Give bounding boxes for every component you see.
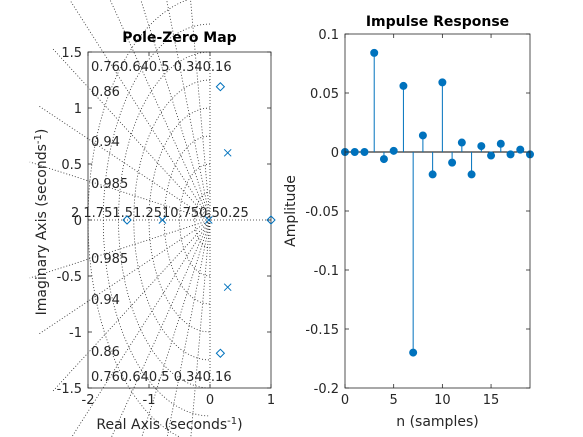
stem-marker <box>418 131 427 140</box>
damping-grid-line <box>141 219 211 437</box>
damping-grid-line <box>52 219 211 392</box>
stem-marker <box>467 170 476 179</box>
x-tick-label: 5 <box>390 393 398 408</box>
x-tick-label: 0 <box>341 393 349 408</box>
y-tick-label: 0 <box>74 214 82 229</box>
y-tick-label: 1.5 <box>61 46 82 61</box>
y-tick-label: 0.05 <box>310 87 339 102</box>
stem-marker <box>457 138 466 147</box>
damping-grid-line <box>109 0 211 221</box>
damping-label: 0.86 <box>91 85 120 100</box>
frequency-grid-arc <box>194 191 210 249</box>
stem-marker <box>389 146 398 155</box>
pole-marker <box>223 283 232 292</box>
pz-x-axis-label: Real Axis (seconds-1) <box>96 416 242 434</box>
zero-marker <box>215 82 226 92</box>
y-tick-label: -0.1 <box>314 264 339 279</box>
pole-stroke <box>223 148 232 157</box>
y-tick-label: -0.05 <box>305 205 339 220</box>
pole-marker <box>204 216 213 224</box>
stem-marker <box>448 158 457 167</box>
stem-marker <box>428 170 437 179</box>
stem-marker <box>360 148 369 156</box>
y-tick-label: -0.5 <box>57 270 82 285</box>
stem-marker <box>379 155 388 164</box>
impulse-axes-box <box>344 33 531 389</box>
damping-labels-top: 0.760.640.5 0.340.16 <box>91 60 232 75</box>
stem-marker <box>350 148 359 156</box>
damping-labels-bottom: 0.760.640.5 0.340.16 <box>91 370 232 385</box>
y-tick-label: -0.2 <box>314 382 339 397</box>
impulse-y-axis-label: Amplitude <box>283 175 299 247</box>
stem-marker <box>438 78 447 87</box>
damping-label: 0.86 <box>91 345 120 360</box>
x-tick-label: 1 <box>267 393 275 408</box>
y-tick-label: 1 <box>74 102 82 117</box>
pole-stroke <box>158 216 167 224</box>
damping-label: 0.985 <box>91 177 128 192</box>
frequency-grid-arc <box>133 79 211 361</box>
y-tick-label: -1 <box>69 326 82 341</box>
x-tick-label: 0 <box>206 393 214 408</box>
pz-y-axis-label: Imaginary Axis (seconds-1) <box>33 129 51 316</box>
y-tick-label: 0.1 <box>318 28 339 43</box>
pole-marker <box>158 216 167 224</box>
pole-zero-title: Pole-Zero Map <box>122 30 236 46</box>
frequency-grid-arc <box>179 163 211 277</box>
x-tick-label: 15 <box>483 393 500 408</box>
impulse-x-axis-label: n (samples) <box>396 414 478 430</box>
pole-stroke <box>223 283 232 292</box>
damping-label: 0.94 <box>91 293 120 308</box>
stem-marker <box>506 150 515 159</box>
pole-marker <box>223 148 232 157</box>
stem-marker <box>370 48 379 57</box>
damping-grid-line <box>111 219 211 437</box>
stem-marker <box>516 145 525 154</box>
damping-grid-line <box>71 219 211 437</box>
y-tick-label: 0.5 <box>61 158 82 173</box>
x-tick-label: -1 <box>143 393 156 408</box>
y-tick-label: -1.5 <box>57 382 82 397</box>
x-tick-label: -2 <box>82 393 95 408</box>
stem-marker <box>496 139 505 148</box>
stem-marker <box>409 348 418 357</box>
impulse-title: Impulse Response <box>366 14 509 30</box>
y-tick-label: 0 <box>331 146 339 161</box>
pole-stroke <box>204 216 213 224</box>
damping-label: 0.94 <box>91 135 120 150</box>
frequency-grid-arc <box>87 0 189 437</box>
zero-marker <box>266 215 276 225</box>
zero-marker <box>122 215 132 225</box>
damping-label: 0.985 <box>91 252 128 267</box>
zero-marker <box>215 348 226 358</box>
stem-marker <box>487 151 496 160</box>
frequency-labels: 2 1.751.51.2510.750.50.25 <box>71 206 249 221</box>
stem-marker <box>477 142 486 151</box>
stem-marker <box>399 81 408 90</box>
x-tick-label: 10 <box>434 393 451 408</box>
y-tick-label: -0.15 <box>305 323 339 338</box>
